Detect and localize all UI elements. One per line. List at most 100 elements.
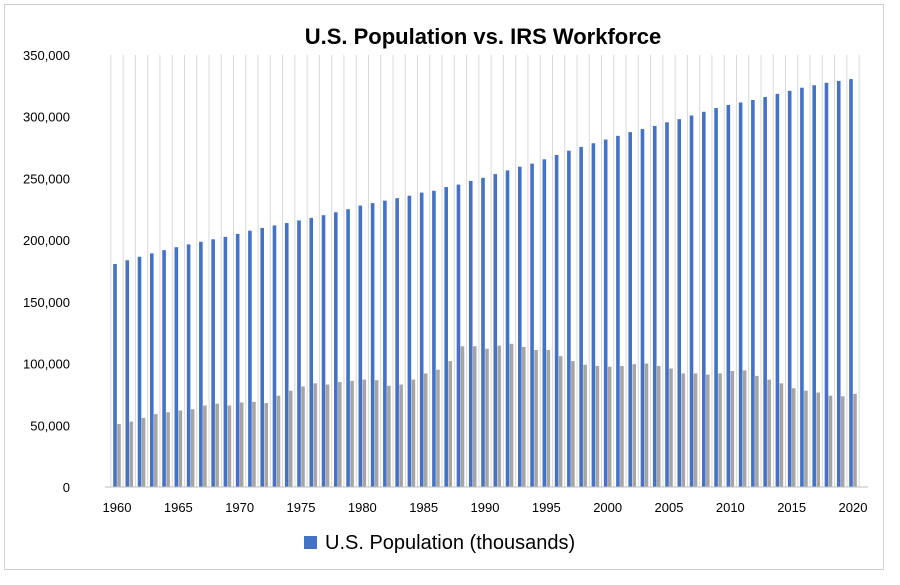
bar-population-1962 — [137, 256, 142, 487]
bar-workforce-2001 — [620, 366, 624, 487]
bar-workforce-1975 — [301, 386, 305, 487]
bar-population-1977 — [321, 215, 326, 487]
bar-workforce-2014 — [779, 383, 784, 487]
x-tick-label: 2015 — [777, 500, 806, 515]
bar-workforce-1997 — [571, 361, 575, 487]
x-tick-label: 1980 — [348, 500, 377, 515]
bar-population-2018 — [824, 82, 829, 488]
y-axis-ticks: 0 50,000 100,000 150,000 200,000 250,000 300,0… — [23, 48, 70, 495]
x-axis-ticks: 1960 1965 1970 1975 1980 1985 1990 1995 2000 2005… — [103, 500, 868, 515]
bar-workforce-1984 — [411, 379, 416, 487]
bar-population-2006 — [677, 119, 682, 488]
bar-workforce-2002 — [632, 364, 636, 487]
bar-workforce-1970 — [239, 402, 244, 487]
bar-workforce-1985 — [423, 373, 428, 487]
bar-workforce-1968 — [215, 403, 219, 487]
bar-population-1979 — [346, 209, 350, 487]
bar-workforce-1989 — [472, 346, 477, 487]
bar-population-1989 — [468, 180, 473, 487]
bar-workforce-2020 — [853, 393, 857, 487]
bar-workforce-2003 — [644, 363, 649, 487]
legend-label: U.S. Population (thousands) — [325, 532, 575, 554]
x-tick-label: 2005 — [655, 500, 684, 515]
bar-population-2001 — [616, 135, 620, 487]
bar-population-1968 — [211, 239, 215, 487]
bar-population-1973 — [272, 225, 277, 487]
bar-workforce-1988 — [460, 346, 465, 487]
bar-population-1984 — [407, 195, 412, 487]
bar-population-2020 — [849, 79, 853, 487]
bar-population-1982 — [383, 200, 387, 487]
bar-workforce-2013 — [767, 379, 771, 487]
bar-workforce-2008 — [706, 374, 710, 487]
bar-workforce-1965 — [178, 410, 183, 487]
y-tick-label: 0 — [63, 480, 70, 495]
bar-population-1998 — [579, 146, 583, 487]
bar-workforce-2009 — [718, 373, 722, 487]
bar-population-2007 — [689, 115, 694, 487]
y-tick-label: 350,000 — [23, 48, 70, 63]
bar-population-1983 — [395, 198, 399, 487]
bar-workforce-1976 — [313, 383, 318, 487]
bar-population-2013 — [763, 96, 767, 487]
bar-population-1987 — [444, 187, 448, 487]
bar-population-2012 — [751, 100, 755, 488]
bar-population-1981 — [370, 203, 375, 488]
bar-workforce-1998 — [583, 364, 587, 487]
bar-population-2000 — [603, 139, 608, 488]
bar-workforce-1961 — [129, 421, 134, 487]
bar-population-1980 — [358, 205, 363, 487]
bar-population-1972 — [260, 227, 264, 487]
bars — [113, 79, 857, 488]
bar-population-1986 — [432, 190, 436, 487]
bar-population-1969 — [223, 236, 228, 487]
bar-workforce-1972 — [264, 403, 268, 487]
bar-workforce-2007 — [693, 373, 698, 487]
chart-title: U.S. Population vs. IRS Workforce — [305, 24, 662, 49]
bar-workforce-1986 — [436, 369, 440, 487]
bar-population-1970 — [235, 233, 240, 487]
bar-population-1960 — [113, 264, 117, 487]
bar-population-1961 — [125, 260, 130, 487]
x-tick-label: 1985 — [409, 500, 438, 515]
bar-workforce-1960 — [117, 424, 121, 487]
bar-population-1974 — [284, 223, 289, 488]
x-tick-label: 1965 — [164, 500, 193, 515]
bar-population-1966 — [186, 244, 191, 487]
bar-workforce-1962 — [141, 417, 146, 487]
bar-workforce-2010 — [730, 370, 735, 487]
bar-population-1991 — [493, 174, 498, 488]
bar-workforce-2019 — [840, 396, 845, 487]
bar-population-1963 — [150, 253, 154, 487]
bar-workforce-2000 — [607, 366, 612, 487]
bar-population-2016 — [800, 87, 804, 488]
x-tick-label: 1975 — [287, 500, 316, 515]
bar-population-1993 — [518, 166, 522, 487]
bar-workforce-2006 — [681, 373, 686, 487]
bar-population-2004 — [652, 125, 657, 487]
bar-population-2005 — [665, 122, 669, 488]
bar-population-1992 — [505, 170, 510, 487]
bar-workforce-1977 — [325, 384, 330, 487]
x-tick-label: 1960 — [103, 500, 132, 515]
bar-workforce-1982 — [387, 385, 391, 487]
bar-population-1990 — [481, 177, 485, 487]
y-tick-label: 200,000 — [23, 233, 70, 248]
bar-workforce-1967 — [203, 405, 207, 487]
bar-workforce-2015 — [791, 388, 796, 487]
bar-population-2008 — [702, 111, 706, 487]
bar-population-2009 — [714, 108, 718, 487]
bar-workforce-1993 — [522, 346, 526, 487]
y-tick-label: 300,000 — [23, 110, 70, 125]
bar-population-1975 — [297, 220, 301, 487]
bar-workforce-1990 — [485, 348, 489, 487]
bar-population-2017 — [812, 85, 816, 488]
bar-workforce-1987 — [448, 361, 452, 487]
bar-population-2015 — [787, 90, 792, 487]
bar-workforce-1974 — [288, 390, 293, 487]
bar-population-1996 — [554, 154, 559, 488]
bar-population-2002 — [628, 132, 632, 487]
bar-workforce-1979 — [350, 380, 354, 487]
bar-population-1999 — [591, 143, 596, 487]
bar-population-1985 — [419, 192, 424, 487]
